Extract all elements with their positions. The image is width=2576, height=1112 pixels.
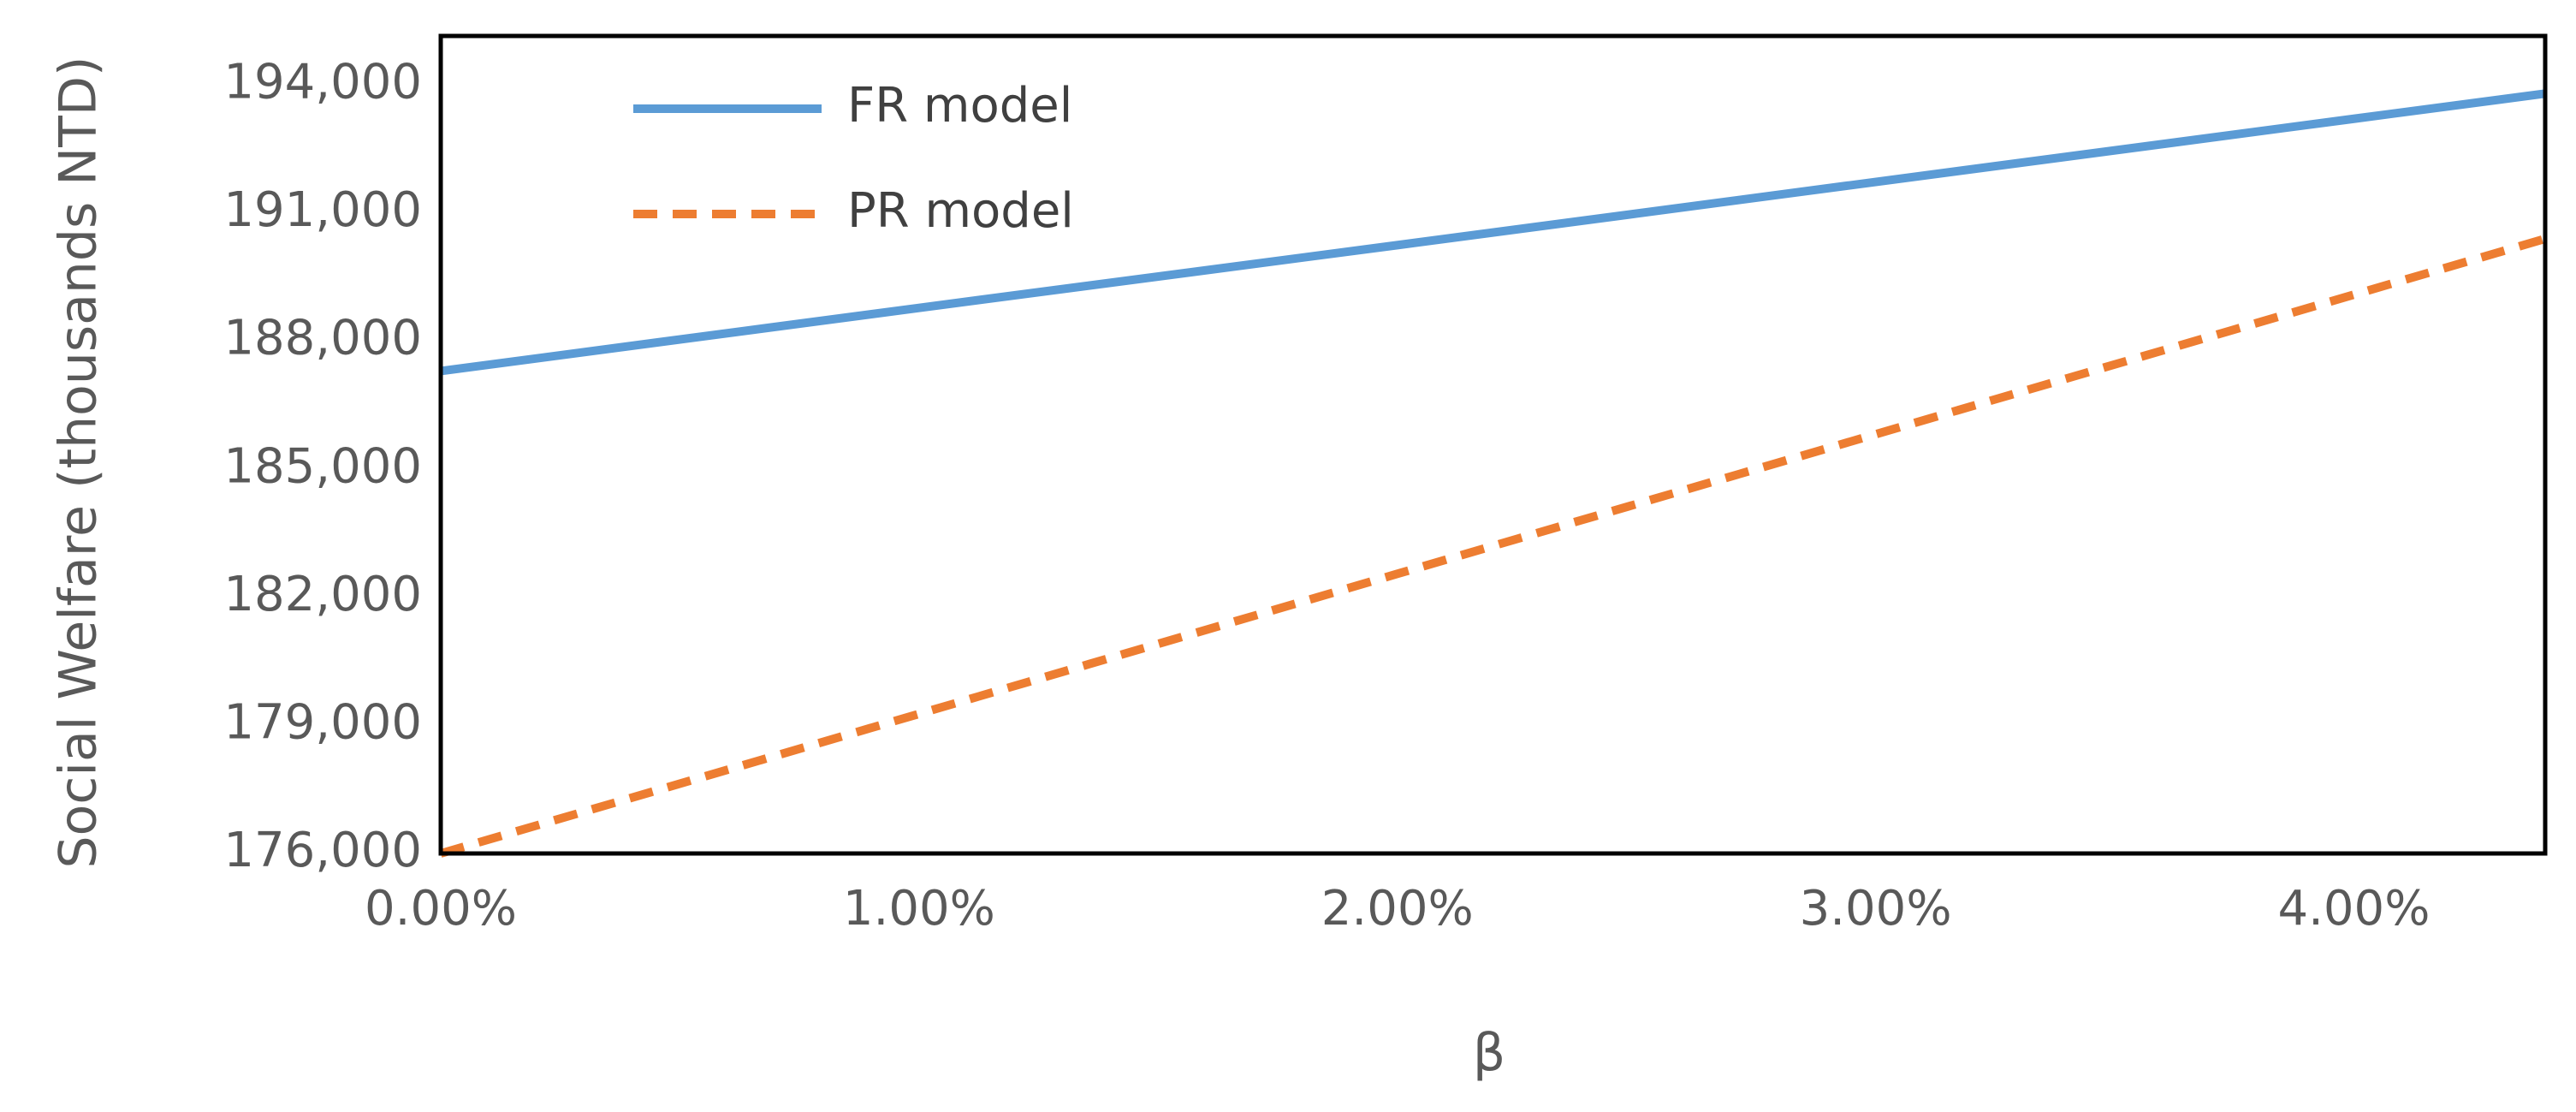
legend-label: FR model	[847, 78, 1072, 134]
y-tick-label: 182,000	[223, 567, 422, 622]
y-tick-label: 179,000	[223, 695, 422, 751]
y-tick-label: 185,000	[223, 438, 422, 494]
series-line	[439, 235, 2547, 858]
y-tick-label: 188,000	[223, 311, 422, 366]
x-tick-label: 3.00%	[1800, 881, 1952, 937]
plot-border	[438, 33, 2548, 856]
series-line	[440, 89, 2546, 376]
legend-label: PR model	[847, 183, 1074, 239]
x-tick-label: 0.00%	[365, 881, 517, 937]
y-tick-label: 191,000	[223, 182, 422, 238]
y-tick-label: 194,000	[223, 54, 422, 110]
y-tick-label: 176,000	[223, 823, 422, 878]
x-tick-label: 2.00%	[1321, 881, 1474, 937]
x-tick-label: 1.00%	[843, 881, 995, 937]
x-tick-label: 4.00%	[2278, 881, 2431, 937]
y-axis-title: Social Welfare (thousands NTD)	[49, 56, 109, 869]
x-axis-title: β	[1473, 1023, 1505, 1083]
